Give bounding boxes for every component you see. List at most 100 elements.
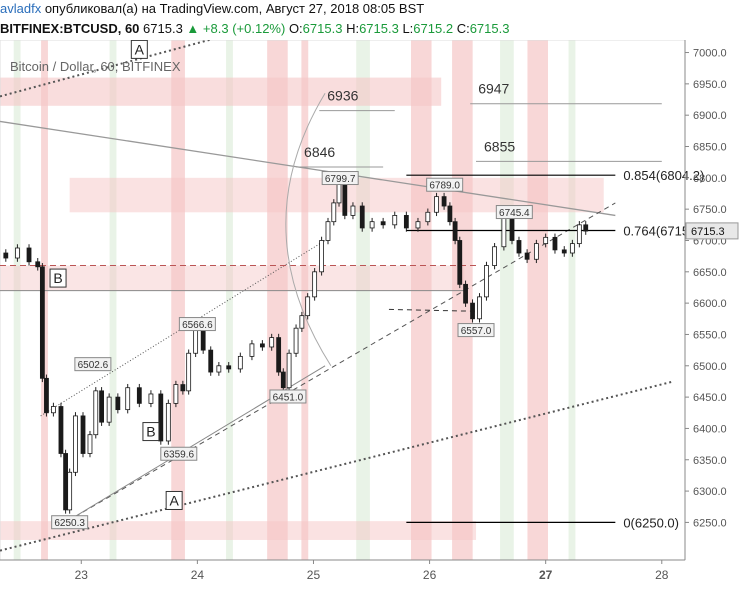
candle-body-57 <box>447 205 453 223</box>
candle-body-49 <box>369 221 375 229</box>
fib-label-0: 0.854(6804.2) <box>623 168 704 183</box>
candle-body-68 <box>524 252 530 260</box>
target-label-1: 6947 <box>478 81 509 97</box>
low-value: 6715.2 <box>413 21 454 36</box>
target-label-0: 6936 <box>327 88 358 104</box>
x-tick-label-3: 26 <box>423 568 437 582</box>
resistance-line <box>0 120 616 217</box>
pattern-box-1 <box>49 268 67 288</box>
author-name[interactable]: avladfx <box>0 1 42 16</box>
pattern-box-0 <box>130 40 148 59</box>
candle-body-41 <box>312 271 318 298</box>
pattern-label-1: B <box>53 270 62 286</box>
candle-body-74 <box>576 224 582 245</box>
y-tick-label-6: 6550.0 <box>693 329 727 341</box>
candle-body-12 <box>80 415 86 454</box>
x-tick-label-5: 28 <box>655 568 669 582</box>
candle-body-65 <box>501 218 507 248</box>
symbol-line: BITFINEX:BTCUSD, 60 6715.3 ▲ +8.3 (+0.12… <box>0 21 509 36</box>
trend-lines <box>0 40 674 552</box>
band-6 <box>301 40 309 560</box>
price-label-box-3 <box>178 317 216 332</box>
band-h1 <box>0 77 442 106</box>
candle-body-37 <box>286 352 292 389</box>
band-7 <box>356 40 370 560</box>
y-tick-label-10: 6750.0 <box>693 204 727 216</box>
price-label-box-2 <box>495 205 533 220</box>
price-chart[interactable]: 0.854(6804.2) 0.764(6715.9) 0(6250.0) 6936 6… <box>0 40 740 597</box>
y-tick-label-11: 6800.0 <box>693 173 727 185</box>
candle-body-50 <box>380 221 386 226</box>
publish-line: avladfx опубликовал(а) на TradingView.co… <box>0 1 424 16</box>
close-value: 6715.3 <box>469 21 510 36</box>
candle-body-20 <box>148 393 154 404</box>
candle-body-36 <box>280 371 286 389</box>
candle-body-33 <box>259 343 265 348</box>
price-label-2: 6745.4 <box>499 208 530 219</box>
candle-body-3 <box>26 247 32 263</box>
candle-body-66 <box>509 218 515 241</box>
candle-body-2 <box>15 247 20 259</box>
candle-body-46 <box>342 183 348 216</box>
candle-body-52 <box>403 215 409 229</box>
price-label-1: 6789.0 <box>429 181 460 192</box>
x-tick-label-0: 23 <box>75 568 89 582</box>
candle-body-28 <box>208 349 214 373</box>
price-label-box-5 <box>269 389 307 404</box>
price-label-7: 6250.3 <box>54 518 85 529</box>
candle-body-9 <box>63 453 68 511</box>
price-label-box-4 <box>74 357 112 372</box>
candle-body-45 <box>336 183 342 204</box>
candle-body-31 <box>237 355 243 370</box>
close-label: C: <box>456 21 470 36</box>
session-bands <box>0 40 604 560</box>
fib-label-1: 0.764(6715.9) <box>623 224 704 239</box>
x-axis: 23 24 25 26 27 28 <box>0 559 685 582</box>
symbol-name: BITFINEX:BTCUSD, 60 <box>0 21 140 36</box>
candle-body-63 <box>484 265 489 298</box>
price-label-8: 6557.0 <box>461 326 492 337</box>
pattern-box-2 <box>142 422 160 442</box>
fib-label-2: 0(6250.0) <box>623 515 679 530</box>
price-label-box-6 <box>160 446 198 461</box>
target-label-2: 6846 <box>304 144 335 160</box>
candle-body-16 <box>106 396 112 423</box>
price-label-box-8 <box>457 323 495 338</box>
candle-body-32 <box>249 343 255 357</box>
up-arrow-icon: ▲ <box>186 21 200 36</box>
candle-body-30 <box>226 365 232 370</box>
candle-body-44 <box>331 202 337 223</box>
low-label: L: <box>402 21 414 36</box>
candle-body-29 <box>216 365 222 373</box>
price-label-box-1 <box>426 177 464 192</box>
last-price: 6715.3 <box>143 21 183 36</box>
price-label-box-7 <box>51 515 89 530</box>
x-tick-label-1: 24 <box>191 568 205 582</box>
candle-body-54 <box>425 211 431 223</box>
band-11 <box>527 40 548 560</box>
price-label-5: 6451.0 <box>273 392 304 403</box>
target-label-3: 6855 <box>484 138 515 154</box>
candle-body-17 <box>115 396 121 411</box>
band-5 <box>267 40 288 560</box>
candle-body-67 <box>516 240 522 254</box>
pattern-label-2: B <box>146 424 155 440</box>
x-tick-label-2: 25 <box>307 568 321 582</box>
candle-body-51 <box>392 215 398 226</box>
dashed-support <box>67 202 616 522</box>
price-label-box-0 <box>321 171 359 186</box>
candle-body-60 <box>463 283 468 304</box>
published-text: опубликовал(а) на TradingView.com, Авгус… <box>44 1 425 16</box>
candle-body-19 <box>136 387 142 404</box>
candle-body-62 <box>477 296 482 320</box>
dashed-base <box>388 308 477 312</box>
projection-arc <box>285 92 332 367</box>
y-tick-label-12: 6850.0 <box>693 142 727 154</box>
candle-body-75 <box>583 224 589 232</box>
y-tick-label-13: 6900.0 <box>693 110 727 122</box>
candle-body-1 <box>3 252 9 259</box>
candle-body-23 <box>173 384 179 404</box>
candle-body-69 <box>533 243 539 260</box>
candle-body-25 <box>186 352 192 392</box>
candle-body-7 <box>51 406 56 414</box>
